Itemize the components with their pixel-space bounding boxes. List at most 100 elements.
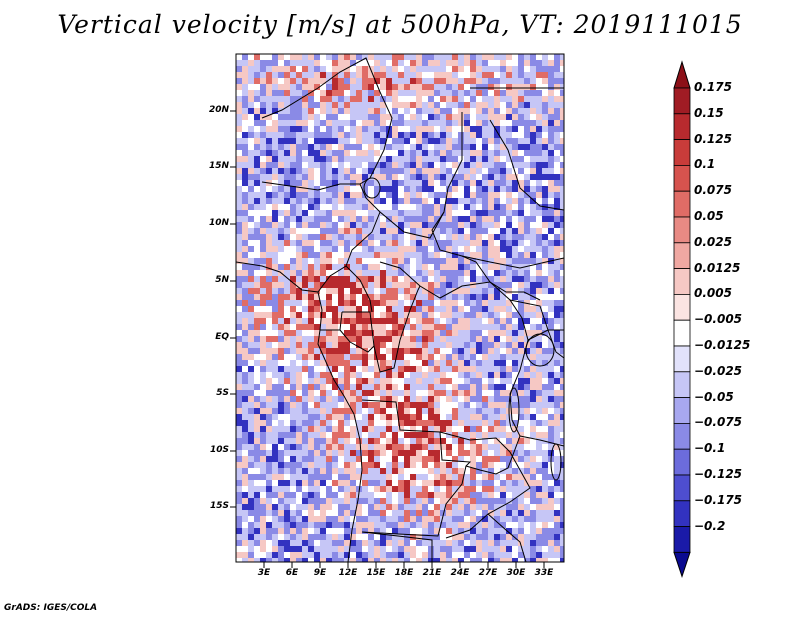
- field-cell: [458, 108, 464, 114]
- field-cell: [458, 168, 464, 174]
- field-cell: [452, 246, 458, 252]
- field-cell: [278, 234, 284, 240]
- field-cell: [296, 270, 302, 276]
- field-cell: [536, 552, 542, 558]
- field-cell: [284, 216, 290, 222]
- field-cell: [344, 372, 350, 378]
- field-cell: [320, 474, 326, 480]
- field-cell: [494, 372, 500, 378]
- field-cell: [458, 216, 464, 222]
- field-cell: [350, 252, 356, 258]
- field-cell: [326, 420, 332, 426]
- field-cell: [302, 222, 308, 228]
- field-cell: [428, 294, 434, 300]
- field-cell: [398, 216, 404, 222]
- field-cell: [560, 108, 564, 114]
- field-cell: [326, 108, 332, 114]
- field-cell: [248, 222, 254, 228]
- field-cell: [410, 360, 416, 366]
- field-cell: [488, 66, 494, 72]
- field-cell: [236, 336, 242, 342]
- field-cell: [404, 546, 410, 552]
- field-cell: [326, 294, 332, 300]
- field-cell: [290, 408, 296, 414]
- field-cell: [434, 54, 440, 60]
- field-cell: [398, 312, 404, 318]
- field-cell: [326, 372, 332, 378]
- field-cell: [338, 546, 344, 552]
- field-cell: [500, 144, 506, 150]
- field-cell: [350, 60, 356, 66]
- field-cell: [530, 276, 536, 282]
- field-cell: [338, 192, 344, 198]
- field-cell: [518, 234, 524, 240]
- field-cell: [398, 480, 404, 486]
- field-cell: [548, 354, 554, 360]
- field-cell: [548, 276, 554, 282]
- field-cell: [398, 462, 404, 468]
- field-cell: [512, 186, 518, 192]
- field-cell: [404, 78, 410, 84]
- field-cell: [314, 126, 320, 132]
- field-cell: [332, 312, 338, 318]
- field-cell: [464, 138, 470, 144]
- field-cell: [458, 114, 464, 120]
- field-cell: [314, 516, 320, 522]
- field-cell: [362, 480, 368, 486]
- field-cell: [356, 90, 362, 96]
- field-cell: [314, 150, 320, 156]
- field-cell: [236, 78, 242, 84]
- field-cell: [350, 54, 356, 60]
- field-cell: [296, 300, 302, 306]
- field-cell: [518, 246, 524, 252]
- field-cell: [422, 438, 428, 444]
- field-cell: [428, 384, 434, 390]
- field-cell: [296, 138, 302, 144]
- field-cell: [344, 528, 350, 534]
- field-cell: [470, 360, 476, 366]
- field-cell: [314, 204, 320, 210]
- field-cell: [428, 204, 434, 210]
- field-cell: [524, 270, 530, 276]
- field-cell: [452, 384, 458, 390]
- field-cell: [482, 180, 488, 186]
- field-cell: [260, 432, 266, 438]
- field-cell: [260, 438, 266, 444]
- field-cell: [434, 336, 440, 342]
- field-cell: [398, 258, 404, 264]
- field-cell: [380, 420, 386, 426]
- field-cell: [320, 438, 326, 444]
- field-cell: [404, 270, 410, 276]
- field-cell: [284, 408, 290, 414]
- field-cell: [428, 210, 434, 216]
- field-cell: [392, 318, 398, 324]
- field-cell: [524, 504, 530, 510]
- field-cell: [500, 378, 506, 384]
- field-cell: [392, 390, 398, 396]
- field-cell: [236, 180, 242, 186]
- field-cell: [458, 432, 464, 438]
- field-cell: [416, 54, 422, 60]
- field-cell: [506, 96, 512, 102]
- field-cell: [542, 300, 548, 306]
- field-cell: [560, 528, 564, 534]
- field-cell: [356, 96, 362, 102]
- field-cell: [260, 192, 266, 198]
- field-cell: [386, 282, 392, 288]
- field-cell: [542, 468, 548, 474]
- field-cell: [500, 84, 506, 90]
- field-cell: [236, 396, 242, 402]
- field-cell: [362, 60, 368, 66]
- field-cell: [350, 468, 356, 474]
- field-cell: [380, 510, 386, 516]
- field-cell: [464, 186, 470, 192]
- field-cell: [560, 168, 564, 174]
- field-cell: [422, 144, 428, 150]
- field-cell: [446, 78, 452, 84]
- field-cell: [398, 72, 404, 78]
- field-cell: [332, 522, 338, 528]
- field-cell: [470, 264, 476, 270]
- field-cell: [452, 198, 458, 204]
- field-cell: [272, 486, 278, 492]
- field-cell: [434, 402, 440, 408]
